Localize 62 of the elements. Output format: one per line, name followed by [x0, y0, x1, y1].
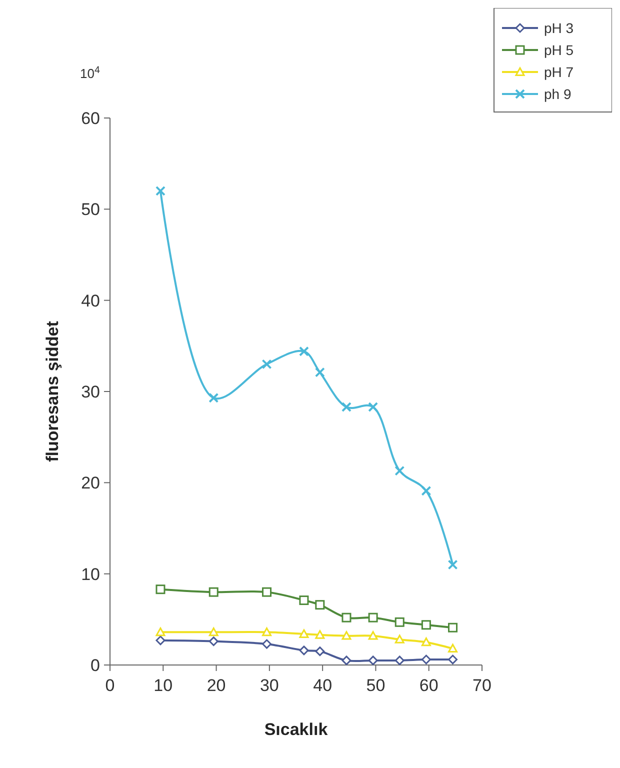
point — [299, 596, 309, 606]
legend-label: pH 5 — [544, 42, 574, 58]
point — [262, 627, 272, 636]
point — [368, 402, 378, 412]
x-tick-label: 70 — [472, 676, 492, 695]
text: 10$^{4}$ — [80, 64, 100, 81]
x-axis-title: Sıcaklık — [264, 720, 328, 739]
x-tick-label: 10 — [154, 676, 173, 695]
point — [394, 466, 405, 476]
point — [368, 656, 378, 666]
point — [299, 629, 309, 638]
point — [156, 584, 166, 594]
legend-label: ph 9 — [544, 86, 572, 102]
point — [342, 631, 352, 640]
point — [341, 402, 352, 412]
point — [421, 620, 431, 630]
point — [394, 634, 404, 644]
point — [156, 627, 166, 636]
y-tick-label: 10 — [81, 564, 100, 584]
point — [315, 646, 325, 656]
x-tick-label: 30 — [260, 676, 279, 695]
point — [208, 627, 218, 636]
point — [448, 644, 458, 653]
point — [368, 631, 378, 640]
point — [421, 654, 431, 664]
y-tick-label: 30 — [81, 382, 100, 402]
legend-label: pH 3 — [544, 20, 574, 36]
y-tick-label: 60 — [81, 109, 100, 128]
legend-label: pH 7 — [544, 64, 574, 80]
point — [208, 392, 219, 403]
x-tick-label: 40 — [313, 676, 332, 695]
x-tick-label: 50 — [366, 676, 386, 695]
point — [208, 636, 218, 646]
x-tick-label: 0 — [105, 676, 115, 695]
point — [448, 654, 458, 664]
y-tick-label: 40 — [81, 291, 100, 310]
x-tick-label: 20 — [206, 676, 226, 695]
point — [262, 359, 272, 370]
point — [368, 612, 378, 622]
point — [394, 617, 404, 627]
point — [262, 639, 272, 649]
point — [315, 600, 325, 610]
point — [156, 636, 166, 646]
point — [448, 560, 458, 570]
point — [314, 367, 325, 378]
point — [342, 612, 352, 622]
point — [448, 622, 458, 632]
point — [315, 630, 325, 639]
point — [394, 656, 404, 666]
point — [298, 346, 309, 356]
point — [208, 587, 218, 597]
point — [421, 486, 432, 496]
y-axis-title: fluoresans şiddet — [43, 320, 62, 462]
point — [155, 186, 166, 196]
y-tick-label: 20 — [81, 474, 100, 493]
y-tick-label: 50 — [81, 200, 100, 220]
point — [299, 646, 309, 656]
point — [342, 656, 352, 666]
y-tick-label: 0 — [90, 656, 100, 675]
point — [262, 587, 272, 597]
x-tick-label: 60 — [419, 676, 438, 695]
point — [421, 637, 431, 646]
